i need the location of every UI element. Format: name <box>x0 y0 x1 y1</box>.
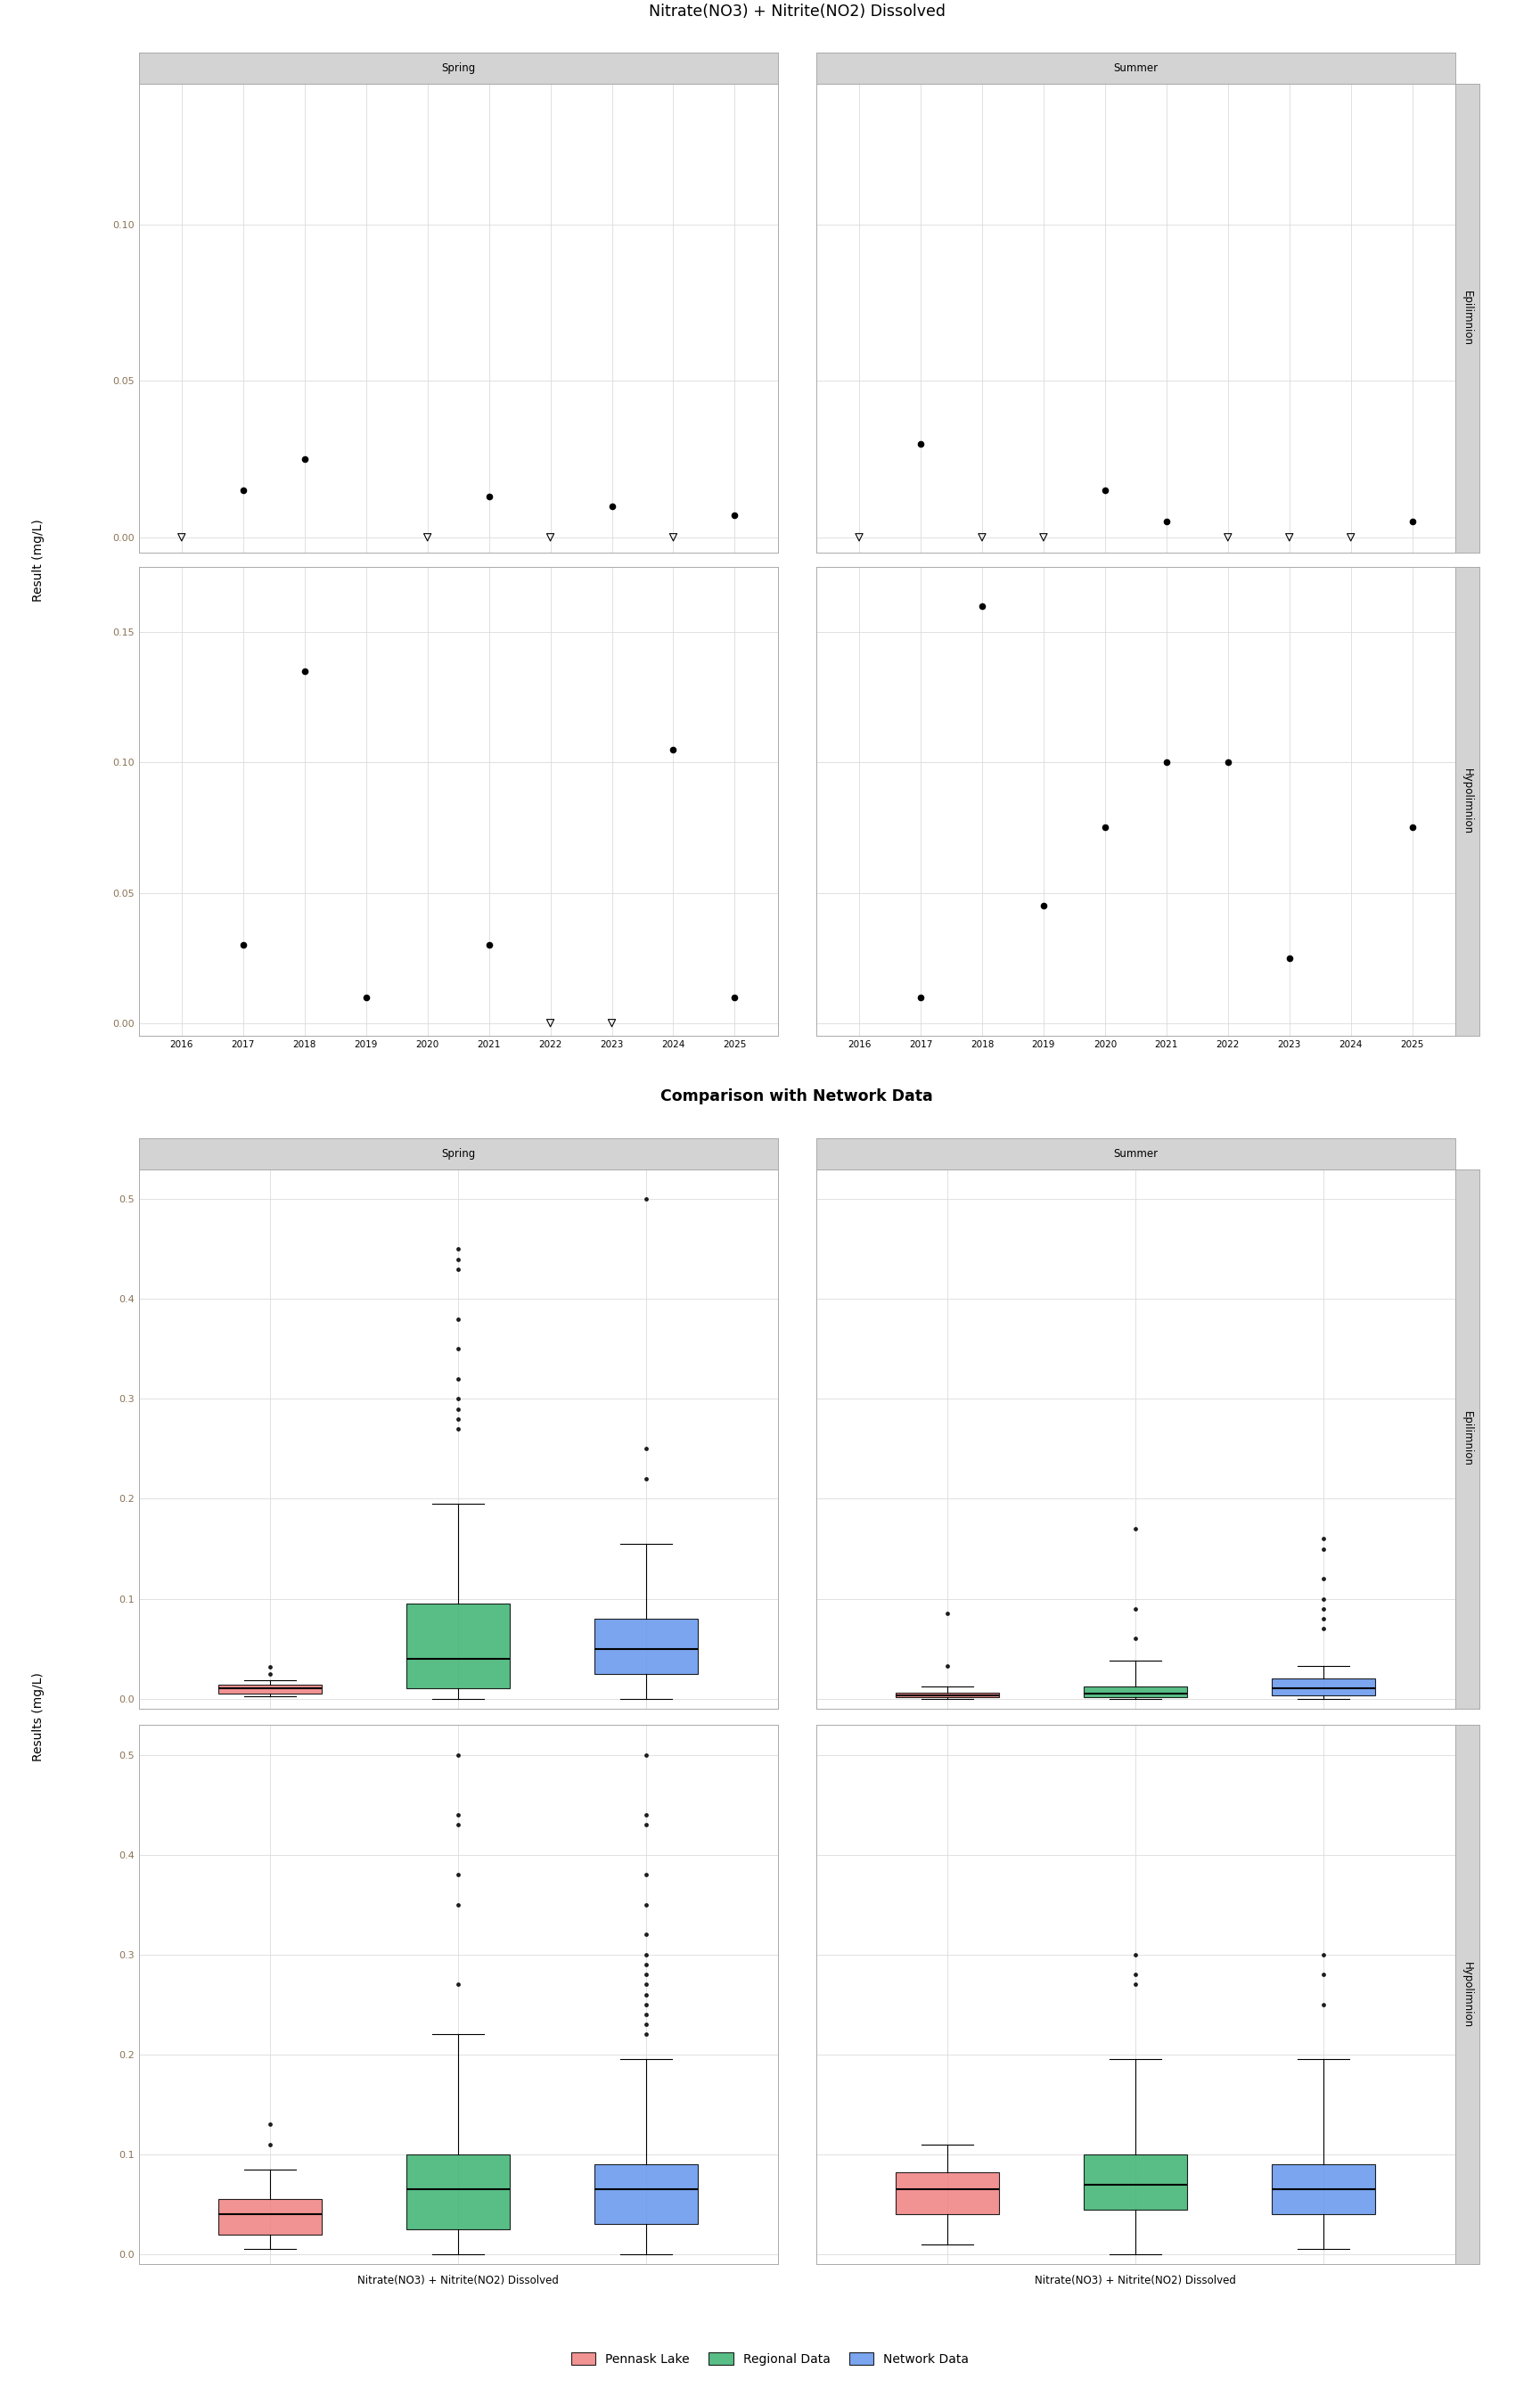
PathPatch shape <box>219 2200 322 2233</box>
Point <box>599 1004 624 1042</box>
Point <box>661 518 685 556</box>
Text: Summer: Summer <box>1113 62 1158 74</box>
Point <box>293 652 317 690</box>
PathPatch shape <box>407 2154 510 2228</box>
Point <box>537 1004 562 1042</box>
Point <box>1400 503 1424 541</box>
Point <box>416 518 440 556</box>
Point <box>231 472 256 510</box>
Point <box>1093 472 1118 510</box>
Point <box>1093 807 1118 846</box>
Text: Hypolimnion: Hypolimnion <box>1461 769 1472 834</box>
Point <box>537 518 562 556</box>
X-axis label: Nitrate(NO3) + Nitrite(NO2) Dissolved: Nitrate(NO3) + Nitrite(NO2) Dissolved <box>357 2274 559 2286</box>
Text: Summer: Summer <box>1113 1148 1158 1160</box>
Text: Result (mg/L): Result (mg/L) <box>32 518 45 601</box>
Text: Epilimnion: Epilimnion <box>1461 290 1472 345</box>
Point <box>599 486 624 525</box>
Point <box>1400 807 1424 846</box>
PathPatch shape <box>896 2173 999 2214</box>
PathPatch shape <box>1084 1687 1187 1699</box>
Point <box>1215 743 1240 781</box>
Point <box>909 424 933 462</box>
Text: Spring: Spring <box>440 62 476 74</box>
Point <box>293 441 317 479</box>
Point <box>970 587 995 625</box>
Point <box>1032 887 1056 925</box>
Point <box>909 978 933 1016</box>
Point <box>1153 503 1178 541</box>
Point <box>169 518 194 556</box>
Point <box>661 731 685 769</box>
Point <box>476 477 501 515</box>
Point <box>1277 939 1301 978</box>
PathPatch shape <box>896 1692 999 1699</box>
Legend: Pennask Lake, Regional Data, Network Data: Pennask Lake, Regional Data, Network Dat… <box>565 2348 975 2370</box>
PathPatch shape <box>594 2164 698 2223</box>
Text: Comparison with Network Data: Comparison with Network Data <box>661 1088 933 1105</box>
Point <box>1277 518 1301 556</box>
X-axis label: Nitrate(NO3) + Nitrite(NO2) Dissolved: Nitrate(NO3) + Nitrite(NO2) Dissolved <box>1035 2274 1237 2286</box>
Point <box>970 518 995 556</box>
PathPatch shape <box>1084 2154 1187 2209</box>
Point <box>476 925 501 963</box>
Point <box>722 978 747 1016</box>
PathPatch shape <box>1272 1680 1375 1696</box>
PathPatch shape <box>219 1684 322 1694</box>
Point <box>1338 518 1363 556</box>
Point <box>1215 518 1240 556</box>
Text: Results (mg/L): Results (mg/L) <box>32 1672 45 1761</box>
PathPatch shape <box>1272 2164 1375 2214</box>
Text: Epilimnion: Epilimnion <box>1461 1411 1472 1466</box>
Point <box>354 978 379 1016</box>
Point <box>847 518 872 556</box>
Point <box>1032 518 1056 556</box>
Text: Nitrate(NO3) + Nitrite(NO2) Dissolved: Nitrate(NO3) + Nitrite(NO2) Dissolved <box>648 2 946 19</box>
PathPatch shape <box>594 1620 698 1675</box>
Point <box>231 925 256 963</box>
Text: Spring: Spring <box>440 1148 476 1160</box>
Point <box>722 496 747 534</box>
Text: Hypolimnion: Hypolimnion <box>1461 1962 1472 2027</box>
PathPatch shape <box>407 1603 510 1689</box>
Point <box>1153 743 1178 781</box>
